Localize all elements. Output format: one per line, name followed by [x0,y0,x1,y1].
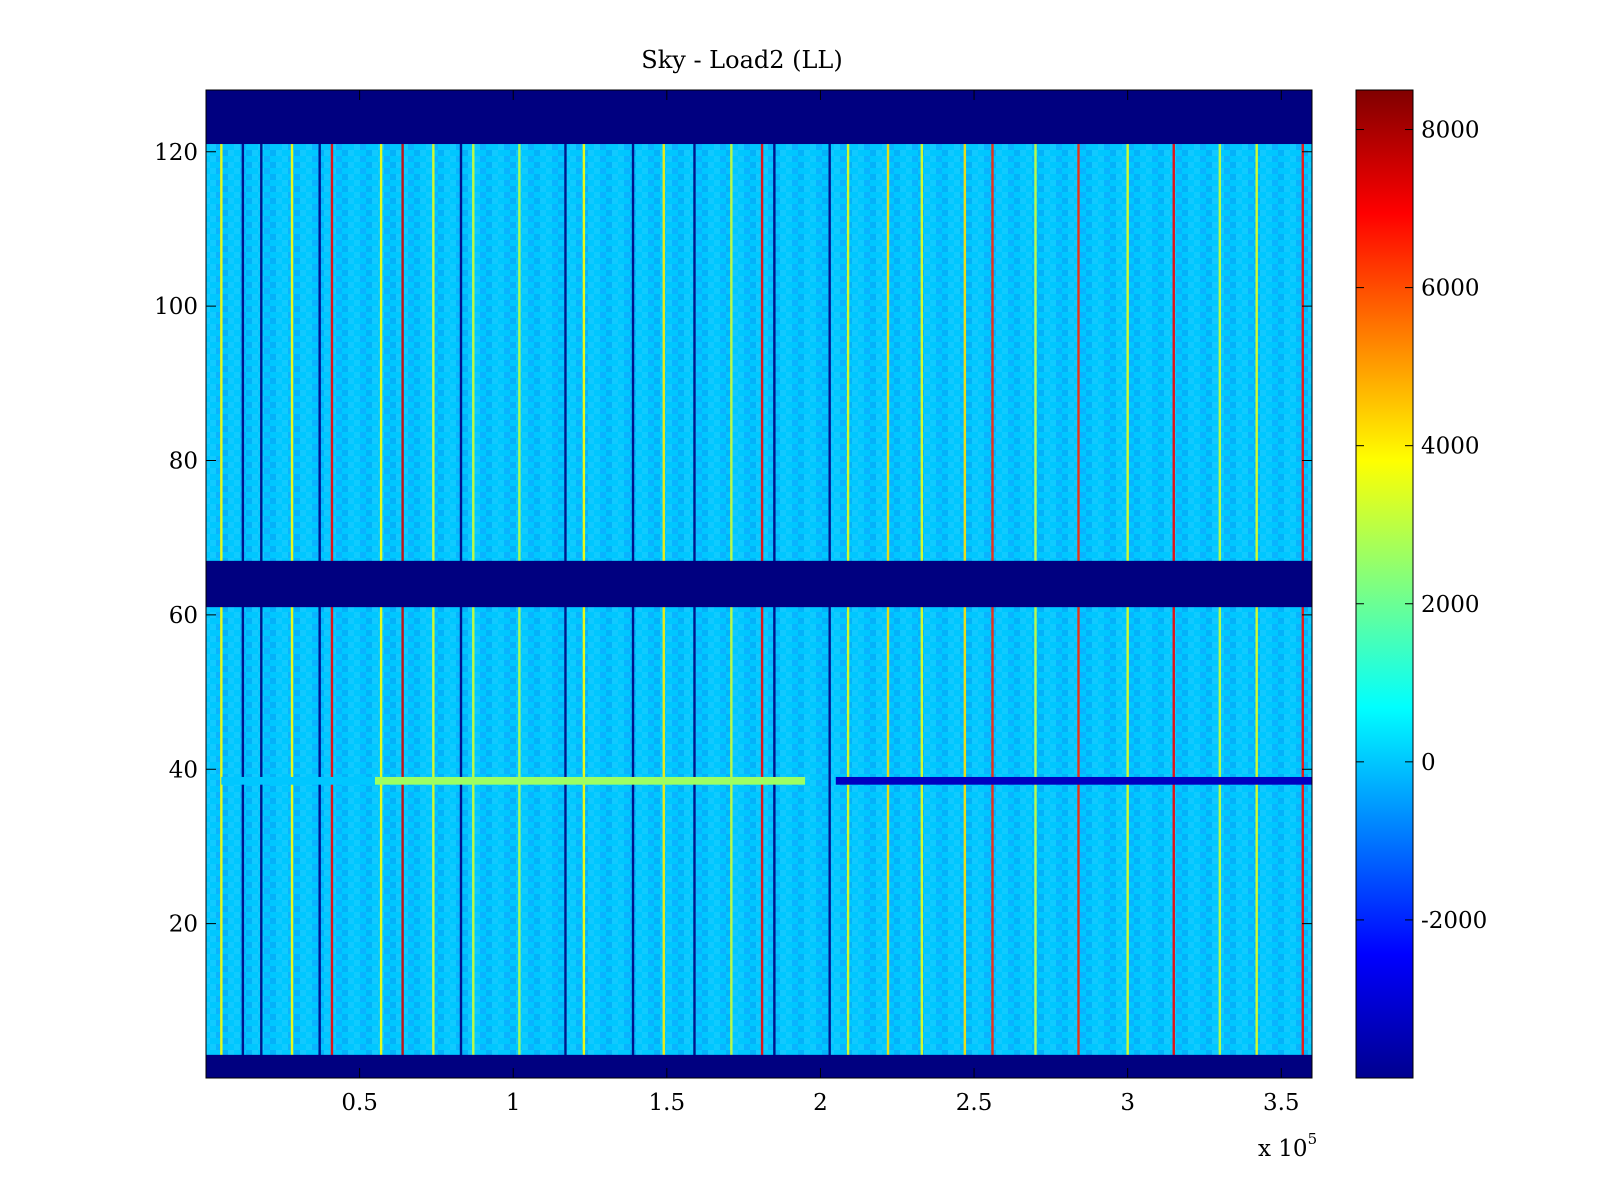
colorbar-tick-label: 2000 [1421,592,1480,618]
x-tick-label: 1.5 [649,1090,686,1116]
highlight-segment [221,776,375,785]
masked-band [206,560,1312,608]
plot-frame [205,89,1313,1079]
y-tick-label: 100 [154,294,198,320]
colorbar-tick-label: -2000 [1421,908,1487,934]
highlight-segment [835,776,1312,785]
x-axis: 0.5 1 1.5 2 2.5 3 3.5 [341,90,1300,1116]
colorbar-tick-label: 8000 [1421,118,1480,144]
y-tick-label: 20 [169,912,198,938]
y-axis: 20 40 60 80 100 120 [154,140,1312,938]
colorbar-tick-label: 4000 [1421,434,1480,460]
x-multiplier-exponent: 5 [1308,1130,1318,1148]
colorbar-ticks: -2000 0 2000 4000 6000 8000 [1356,118,1487,934]
colorbar: -2000 0 2000 4000 6000 8000 [1355,89,1487,1079]
x-tick-label: 2.5 [956,1090,993,1116]
x-tick-label: 3 [1120,1090,1135,1116]
y-tick-label: 120 [154,140,198,166]
colorbar-gradient [1355,89,1414,1079]
plot-area [205,89,1313,1079]
x-tick-label: 2 [813,1090,828,1116]
y-tick-label: 80 [169,449,198,475]
y-tick-label: 40 [169,757,198,783]
x-tick-label: 0.5 [341,1090,378,1116]
colorbar-tick-label: 6000 [1421,276,1480,302]
masked-band [206,1054,1312,1078]
y-tick-label: 60 [169,603,198,629]
highlighted-row [221,776,1312,785]
x-tick-label: 3.5 [1263,1090,1300,1116]
colorbar-tick-label: 0 [1421,750,1436,776]
masked-row-bands [206,90,1312,1078]
x-axis-multiplier: x 105 [1258,1130,1317,1162]
chart-title: Sky - Load2 (LL) [641,46,842,74]
highlight-segment [374,776,806,785]
x-tick-label: 1 [506,1090,521,1116]
x-multiplier-base: x 10 [1258,1136,1308,1162]
masked-band [206,90,1312,145]
